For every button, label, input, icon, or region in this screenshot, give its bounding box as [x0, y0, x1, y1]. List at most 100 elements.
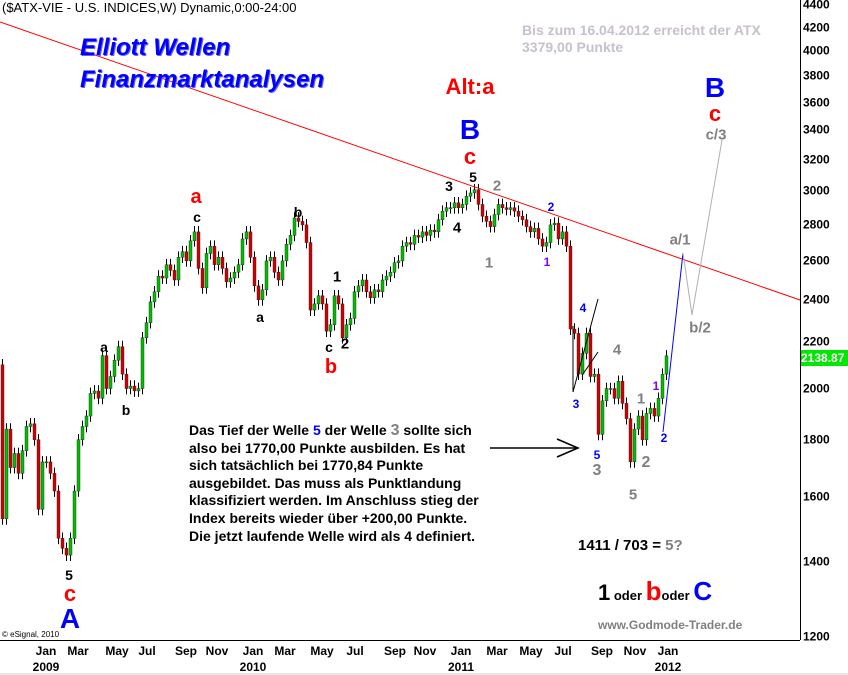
wave-label: 5	[65, 567, 73, 583]
candle-body	[152, 291, 157, 303]
candle-body	[28, 423, 33, 427]
candle-body	[192, 231, 197, 241]
candle-body	[632, 428, 637, 463]
candle-body	[624, 403, 629, 419]
candle-body	[260, 289, 265, 301]
tb-wave-3: 3	[390, 422, 400, 439]
wave-label: 1	[332, 268, 342, 286]
candle-body	[400, 245, 405, 262]
x-tick-label: Mar	[486, 644, 508, 658]
candle-body	[272, 256, 277, 273]
resistance-trendline	[0, 21, 801, 301]
source-label: © eSignal, 2010	[2, 630, 60, 639]
candle-body	[648, 408, 653, 414]
wave-label: 1	[543, 255, 551, 269]
candle-body	[60, 538, 65, 549]
wave-label: 3	[592, 462, 602, 479]
x-tick-label: Sep	[590, 644, 614, 658]
wave-label: a	[100, 339, 108, 355]
candle-body	[460, 204, 465, 208]
candle-body	[208, 245, 213, 254]
candle-body	[384, 275, 389, 281]
candle-body	[552, 222, 557, 226]
tb-line: Index bereits wieder über +200,00 Punkte…	[189, 509, 468, 526]
wave-label: B	[459, 114, 481, 145]
wave-label: 1	[484, 254, 494, 272]
x-tick-label: Nov	[623, 644, 647, 658]
wave-label: 1	[636, 390, 646, 408]
candle-body	[340, 303, 345, 338]
y-tick-label: 3400	[803, 122, 830, 137]
candle-body	[232, 272, 237, 279]
candle-body	[80, 426, 85, 440]
candle-body	[312, 303, 317, 311]
y-tick-label: 4200	[803, 20, 830, 35]
wave-label: b	[324, 356, 338, 378]
x-year-label: 2012	[654, 660, 682, 674]
y-tick-label: 4400	[803, 0, 830, 12]
wave-label: A	[59, 603, 81, 634]
candle-body	[348, 318, 353, 325]
candle-body	[520, 216, 525, 220]
tb-wave-5: 5	[312, 422, 321, 438]
candle-body	[644, 413, 649, 440]
candle-body	[8, 428, 13, 468]
candle-body	[456, 202, 461, 208]
candle-body	[328, 324, 333, 332]
scenario-text: 1 oder boder C	[598, 576, 712, 607]
candle-body	[144, 322, 149, 338]
x-tick-label: Jan	[450, 644, 472, 658]
y-tick-label: 3200	[803, 152, 830, 167]
candle-body	[76, 439, 81, 492]
candle-body	[488, 221, 493, 227]
candle-body	[640, 415, 645, 440]
candle-body	[600, 400, 605, 435]
candle-body	[204, 253, 209, 289]
wave-label: 3	[445, 178, 453, 194]
candle-body	[104, 355, 109, 389]
candle-body	[256, 285, 261, 301]
candle-body	[664, 355, 669, 375]
candle-body	[160, 275, 165, 279]
last-price-badge: 2138.87	[801, 350, 848, 366]
wave-label: 2	[340, 335, 350, 353]
candle-body	[36, 439, 41, 510]
wave-label: 5	[593, 448, 601, 462]
chart-title: ($ATX-VIE - U.S. INDICES,W) Dynamic,0:00…	[2, 0, 297, 15]
candle-body	[332, 295, 337, 325]
candle-body	[248, 231, 253, 258]
wave-label: 4	[612, 341, 622, 359]
scenario-sep: oder	[661, 588, 694, 603]
analysis-textbox: Das Tief der Welle 5 der Welle 3 sollte …	[189, 422, 479, 545]
candle-body	[388, 272, 393, 277]
candle-body	[296, 217, 301, 222]
candle-body	[596, 373, 601, 435]
candle-body	[608, 388, 613, 390]
candle-body	[508, 207, 513, 210]
candle-body	[528, 226, 533, 233]
candle-body	[368, 291, 373, 299]
candle-body	[548, 224, 553, 243]
candle-body	[424, 231, 429, 236]
candle-body	[360, 279, 365, 287]
candle-body	[16, 453, 21, 474]
candle-body	[536, 228, 541, 240]
candle-body	[92, 390, 97, 394]
y-tick-label: 2000	[803, 381, 830, 396]
wave-label: a	[256, 309, 264, 325]
candle-body	[172, 270, 177, 281]
candle-body	[52, 473, 57, 492]
x-tick-label: May	[519, 644, 543, 658]
tb-line: ausgebildet. Das muss als Punktlandung	[189, 474, 462, 491]
candle-body	[564, 231, 569, 247]
wave-label: 2	[492, 177, 502, 195]
candle-body	[512, 207, 517, 212]
candle-body	[304, 224, 309, 243]
candle-body	[252, 256, 257, 287]
candle-body	[380, 279, 385, 292]
y-tick-label: 1400	[803, 554, 830, 569]
y-tick-label: 2400	[803, 292, 830, 307]
tb-line: Die jetzt laufende Welle wird als 4 defi…	[189, 527, 476, 544]
candle-body	[432, 229, 437, 233]
y-tick-label: 2800	[803, 217, 830, 232]
